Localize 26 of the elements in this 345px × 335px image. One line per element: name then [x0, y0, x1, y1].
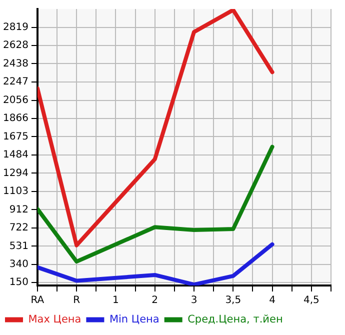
y-tick-label: 2819	[2, 22, 28, 33]
y-tick-label: 1103	[2, 186, 28, 198]
y-tick-label: 2247	[2, 76, 28, 88]
x-tick-label: 2	[152, 295, 158, 306]
x-tick-label: R	[73, 295, 80, 306]
y-tick-label: 2438	[2, 58, 28, 70]
y-tick-label: 340	[9, 259, 28, 270]
x-tick-label: 1	[112, 295, 119, 306]
x-tick-label: 3,5	[225, 295, 242, 306]
y-tick-label: 912	[9, 204, 28, 216]
y-tick-label: 150	[9, 277, 28, 288]
x-tick-label: 3	[190, 295, 198, 306]
legend-label: Min Цена	[109, 313, 160, 326]
y-tick-label: 1294	[2, 168, 28, 179]
x-tick-label: 4	[269, 295, 276, 306]
x-tick-label: RA	[30, 295, 44, 306]
y-tick-label: 2628	[2, 40, 28, 52]
y-tick-label: 531	[9, 240, 28, 252]
x-tick-label: 4,5	[303, 295, 320, 306]
y-tick-label: 2056	[2, 94, 28, 106]
y-tick-label: 1484	[2, 150, 28, 161]
y-tick-label: 1675	[2, 131, 28, 142]
legend-label: Max Цена	[28, 313, 82, 326]
y-tick-label: 1866	[2, 113, 28, 124]
y-tick-label: 722	[9, 222, 28, 234]
legend-label: Сред.Цена, т.йен	[188, 313, 283, 326]
